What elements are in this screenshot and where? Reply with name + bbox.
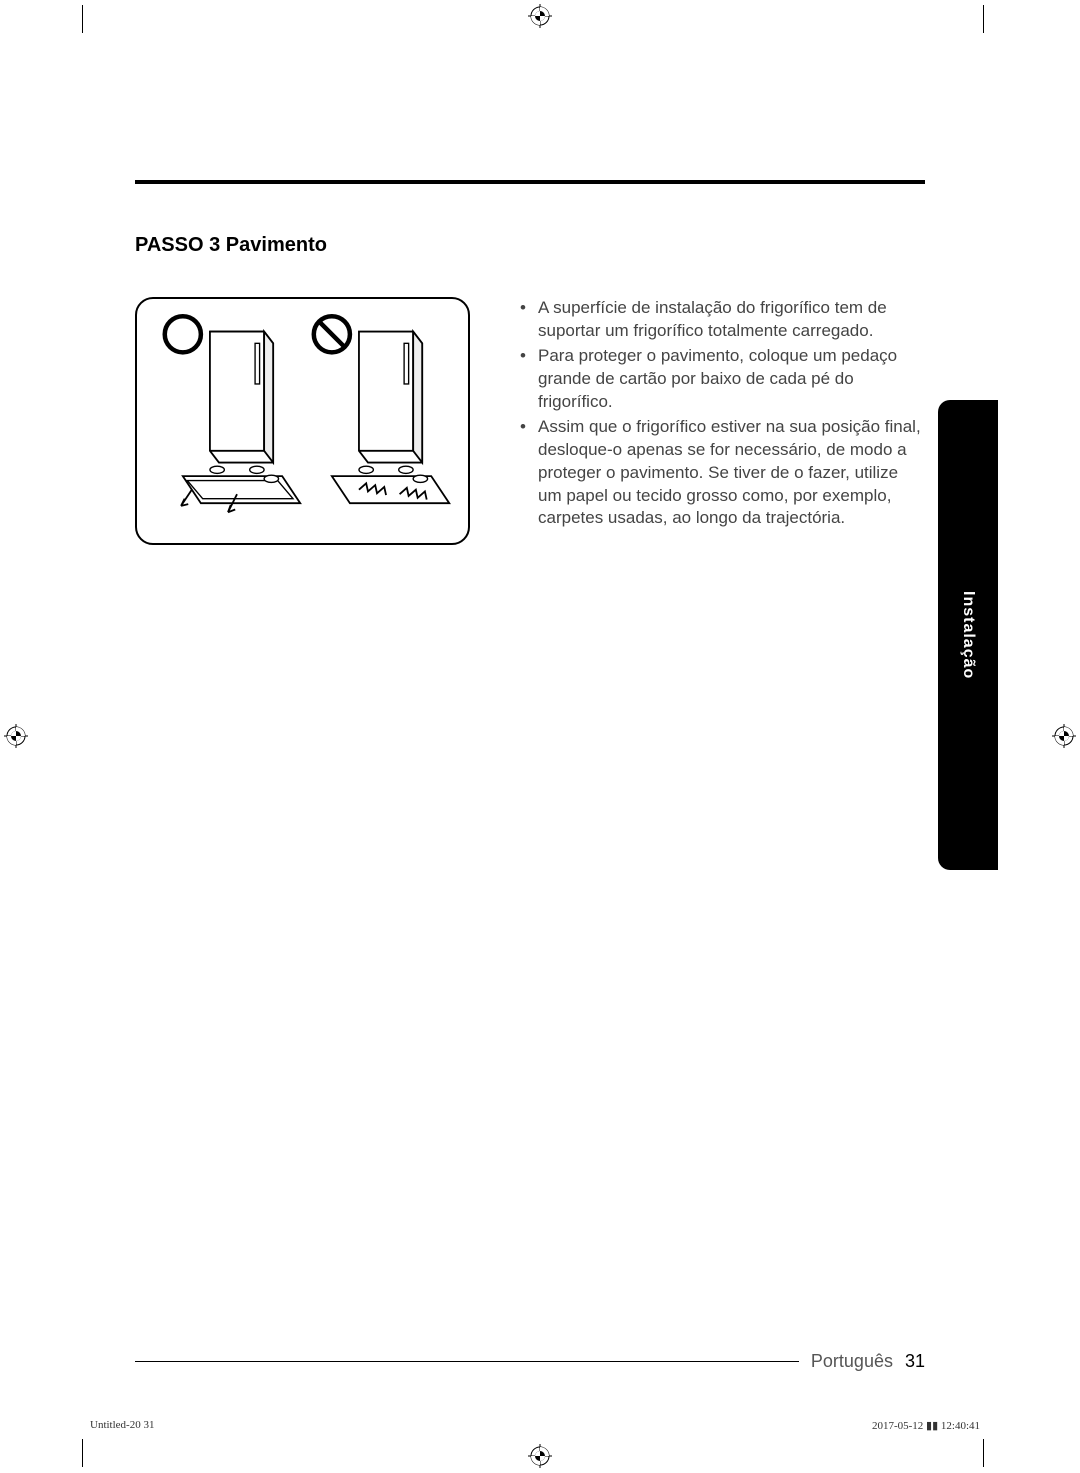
registration-mark-bottom (528, 1444, 552, 1468)
step-title: Pavimento (226, 234, 327, 256)
flooring-illustration (135, 297, 470, 545)
crop-mark (82, 1439, 83, 1467)
section-tab: Instalação (938, 400, 998, 870)
registration-mark-left (4, 724, 28, 748)
incorrect-fridge-icon (314, 316, 449, 503)
registration-mark-right (1052, 724, 1076, 748)
footer-page-number: 31 (905, 1351, 925, 1372)
registration-mark-top (528, 4, 552, 28)
correct-fridge-icon (165, 316, 300, 512)
slug-filename: Untitled-20 31 (90, 1419, 154, 1432)
footer-language: Português (811, 1351, 893, 1372)
bullet-item: Para proteger o pavimento, coloque um pe… (510, 345, 925, 414)
crop-mark (983, 1439, 984, 1467)
print-slug: Untitled-20 31 2017-05-12 ▮▮ 12:40:41 (90, 1419, 980, 1432)
page-content: PASSO 3 Pavimento (135, 180, 925, 545)
crop-mark (983, 5, 984, 33)
section-tab-label: Instalação (959, 591, 977, 679)
instruction-bullets: A superfície de instalação do frigorífic… (510, 297, 925, 532)
slug-timestamp: 2017-05-12 ▮▮ 12:40:41 (872, 1419, 980, 1432)
bullet-item: Assim que o frigorífico estiver na sua p… (510, 416, 925, 531)
page-footer: Português 31 (135, 1351, 925, 1372)
top-rule (135, 180, 925, 184)
crop-mark (82, 5, 83, 33)
step-number: 3 (209, 234, 220, 256)
step-heading: PASSO 3 Pavimento (135, 234, 925, 257)
footer-rule (135, 1361, 799, 1362)
bullet-item: A superfície de instalação do frigorífic… (510, 297, 925, 343)
step-label: PASSO (135, 234, 204, 256)
